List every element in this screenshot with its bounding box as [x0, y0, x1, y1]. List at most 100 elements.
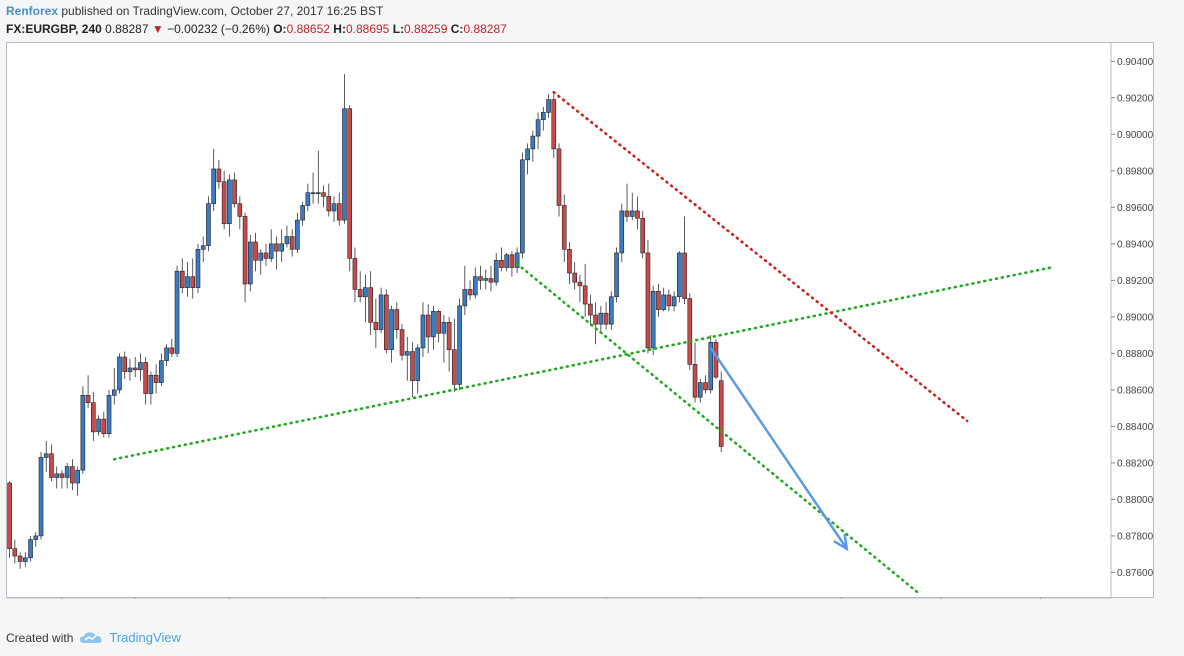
candle-body[interactable] [671, 296, 677, 307]
candle-body[interactable] [242, 216, 248, 285]
candle-body[interactable] [493, 259, 499, 283]
candle-body[interactable] [708, 342, 714, 391]
red-resistance-trendline[interactable] [552, 90, 969, 423]
candle-body[interactable] [284, 236, 290, 245]
candle-body[interactable] [556, 148, 562, 206]
candle-body[interactable] [253, 241, 258, 261]
candle-body[interactable] [441, 322, 447, 334]
candle-body[interactable] [535, 119, 541, 137]
candle-body[interactable] [619, 210, 625, 254]
candle-body[interactable] [467, 289, 473, 296]
candle-body[interactable] [593, 314, 598, 325]
candle-body[interactable] [697, 382, 703, 398]
candle-body[interactable] [530, 135, 536, 150]
candle-body[interactable] [195, 248, 201, 288]
candle-body[interactable] [509, 254, 515, 268]
candle-body[interactable] [216, 168, 222, 183]
forecast-arrow-head[interactable] [833, 533, 849, 552]
candle-body[interactable] [488, 278, 494, 283]
candle-body[interactable] [598, 312, 604, 325]
candle-body[interactable] [96, 418, 101, 433]
candle-body[interactable] [472, 276, 478, 296]
candle-body[interactable] [321, 192, 326, 197]
candle-body[interactable] [127, 367, 133, 372]
candle-body[interactable] [138, 362, 143, 371]
candle-body[interactable] [404, 351, 410, 356]
candle-body[interactable] [331, 203, 337, 212]
candle-body[interactable] [368, 287, 373, 323]
candle-body[interactable] [43, 453, 49, 458]
candle-body[interactable] [692, 364, 698, 398]
candle-body[interactable] [546, 99, 551, 113]
candle-body[interactable] [420, 314, 426, 349]
green-channel-trendline[interactable] [515, 262, 922, 596]
candle-body[interactable] [316, 192, 321, 195]
candle-body[interactable] [85, 395, 91, 403]
candle-body[interactable] [190, 276, 196, 288]
candle-body[interactable] [357, 289, 363, 298]
candle-body[interactable] [174, 270, 180, 354]
candle-body[interactable] [373, 322, 379, 330]
candle-body[interactable] [263, 252, 269, 259]
candle-body[interactable] [153, 374, 159, 383]
candle-body[interactable] [80, 395, 86, 471]
candle-body[interactable] [363, 287, 368, 298]
candle-body[interactable] [111, 389, 117, 396]
candle-body[interactable] [682, 252, 687, 299]
candle-body[interactable] [352, 258, 358, 290]
candle-body[interactable] [483, 278, 489, 281]
candle-body[interactable] [436, 311, 441, 334]
candle-body[interactable] [232, 179, 237, 204]
candle-body[interactable] [310, 192, 316, 195]
candle-body[interactable] [143, 362, 148, 394]
candle-body[interactable] [656, 290, 661, 310]
candle-body[interactable] [425, 314, 431, 338]
candle-body[interactable] [59, 473, 65, 478]
candle-body[interactable] [650, 290, 656, 349]
candle-body[interactable] [164, 347, 169, 361]
candle-body[interactable] [431, 311, 436, 338]
candle-body[interactable] [645, 252, 651, 349]
candle-body[interactable] [206, 203, 211, 246]
candle-body[interactable] [289, 236, 295, 250]
candle-body[interactable] [520, 159, 525, 254]
candle-body[interactable] [200, 245, 206, 250]
candle-body[interactable] [268, 243, 274, 259]
candle-body[interactable] [221, 181, 227, 225]
candle-body[interactable] [410, 351, 415, 382]
candle-body[interactable] [499, 259, 504, 268]
candle-body[interactable] [54, 473, 60, 478]
candle-body[interactable] [561, 205, 567, 250]
candle-body[interactable] [326, 196, 332, 212]
candle-body[interactable] [179, 270, 185, 288]
candle-body[interactable] [452, 349, 457, 385]
candle-body[interactable] [12, 548, 18, 557]
candle-body[interactable] [101, 418, 107, 434]
candle-body[interactable] [38, 457, 44, 537]
candle-body[interactable] [551, 99, 557, 150]
candle-body[interactable] [148, 374, 154, 394]
candle-body[interactable] [666, 294, 672, 307]
author-name[interactable]: Renforex [6, 4, 59, 18]
candle-body[interactable] [347, 108, 353, 259]
candle-body[interactable] [677, 252, 682, 298]
candle-body[interactable] [258, 252, 264, 261]
candle-body[interactable] [300, 205, 305, 221]
candle-body[interactable] [91, 402, 96, 433]
candle-body[interactable] [541, 112, 546, 120]
candle-body[interactable] [603, 312, 609, 325]
candle-body[interactable] [106, 395, 112, 434]
candle-body[interactable] [378, 294, 384, 330]
candle-body[interactable] [64, 466, 70, 478]
candle-body[interactable] [237, 203, 243, 217]
candle-body[interactable] [274, 243, 279, 252]
candle-body[interactable] [446, 322, 452, 351]
candle-body[interactable] [703, 382, 708, 391]
candle-body[interactable] [227, 179, 232, 225]
candle-body[interactable] [70, 466, 75, 484]
candle-body[interactable] [399, 329, 405, 356]
candle-body[interactable] [572, 272, 577, 283]
candle-body[interactable] [640, 217, 646, 254]
candle-body[interactable] [211, 168, 216, 204]
candle-body[interactable] [629, 210, 635, 217]
